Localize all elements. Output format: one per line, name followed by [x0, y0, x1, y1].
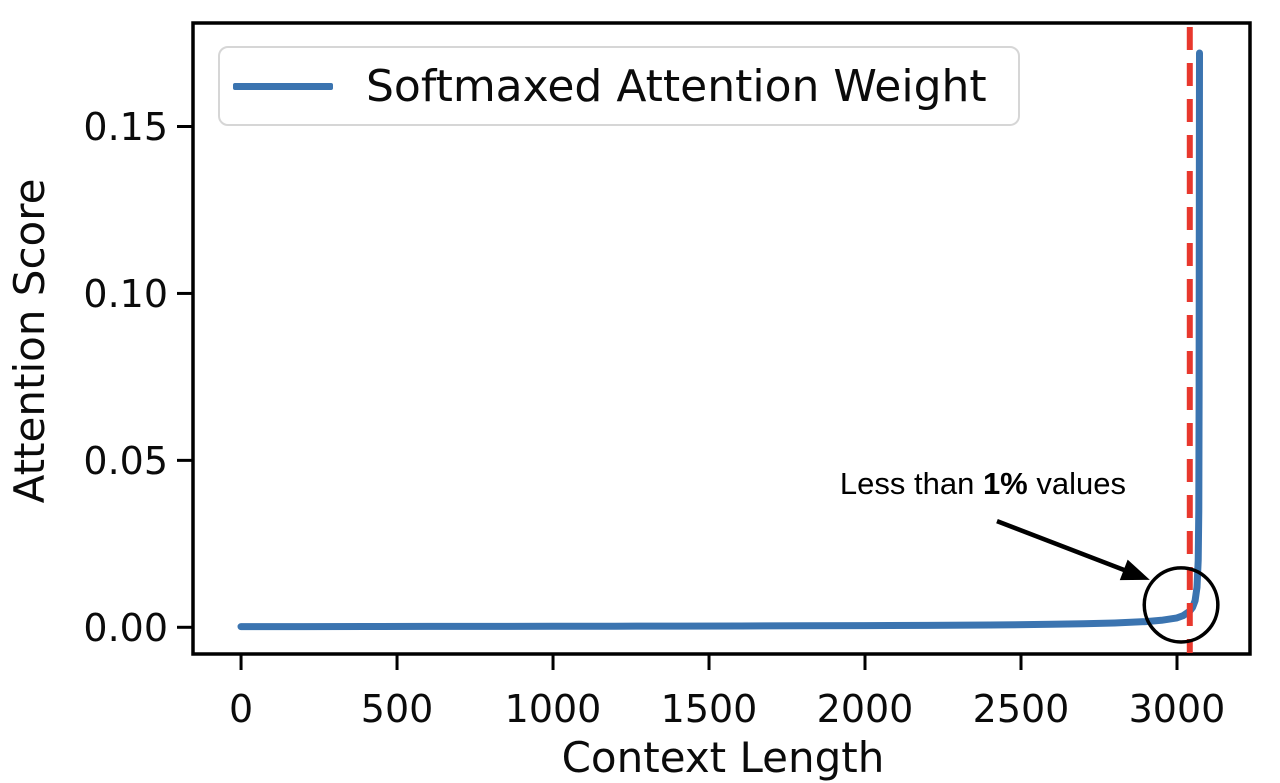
annotation-text-bold: 1%: [982, 465, 1028, 501]
x-tick-label: 1000: [505, 687, 602, 731]
y-tick-label: 0.10: [83, 272, 168, 316]
x-tick-label: 0: [229, 687, 253, 731]
x-tick-label: 2000: [817, 687, 914, 731]
x-tick-label: 2500: [973, 687, 1070, 731]
y-axis-ticks: 0.00 0.05 0.10 0.15: [83, 105, 193, 650]
x-tick-label: 3000: [1129, 687, 1226, 731]
y-tick-label: 0.00: [83, 606, 168, 650]
x-axis-ticks: 0 500 1000 1500 2000 2500 3000: [229, 654, 1225, 731]
y-tick-label: 0.15: [83, 105, 168, 149]
x-tick-label: 1500: [661, 687, 758, 731]
annotation-arrow-line: [996, 519, 1131, 575]
y-tick-label: 0.05: [83, 439, 168, 483]
legend-line-sample: [233, 82, 333, 90]
attention-curve-line: [237, 49, 1203, 631]
highlight-circle: [1142, 566, 1220, 644]
legend-label: Softmaxed Attention Weight: [366, 60, 987, 112]
legend-box: Softmaxed Attention Weight: [218, 46, 1020, 126]
annotation-arrow-head: [1119, 559, 1150, 581]
x-axis-label: Context Length: [562, 733, 885, 782]
annotation-text-prefix: Less than: [839, 465, 983, 501]
annotation-text-suffix: values: [1027, 465, 1126, 501]
annotation-text: Less than 1% values: [840, 466, 1126, 502]
x-tick-label: 500: [361, 687, 434, 731]
plot-frame: [191, 21, 1252, 656]
y-axis-label: Attention Score: [5, 179, 54, 504]
